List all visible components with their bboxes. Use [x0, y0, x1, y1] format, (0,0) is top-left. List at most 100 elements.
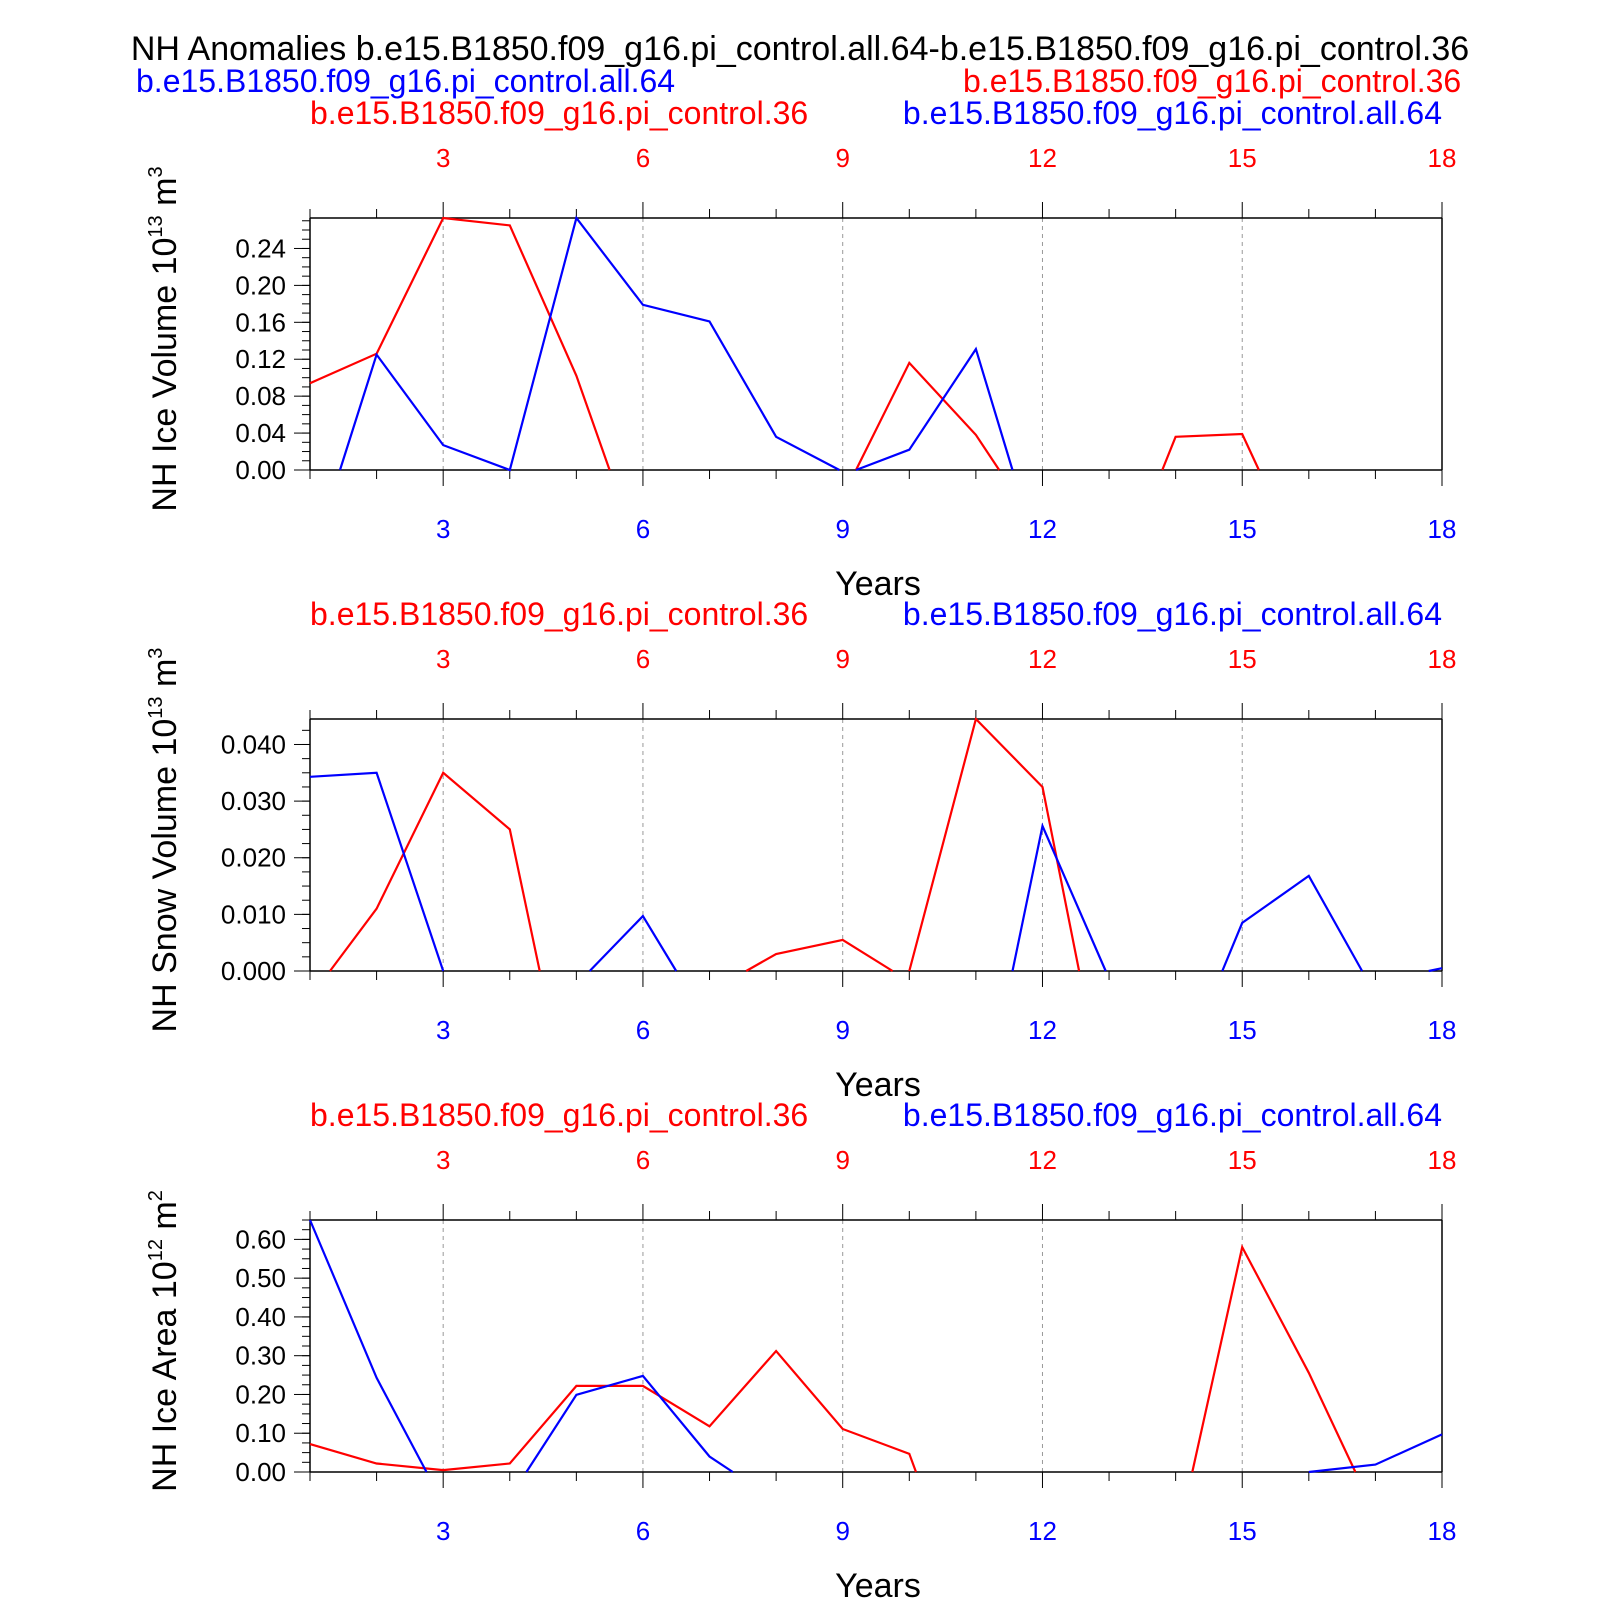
y-tick-label: 0.60 — [235, 1224, 286, 1254]
panel-title-right: b.e15.B1850.f09_g16.pi_control.all.64 — [903, 95, 1442, 131]
y-tick-label: 0.020 — [221, 843, 286, 873]
x-axis-label: Years — [835, 1066, 921, 1104]
y-tick-label: 0.20 — [235, 270, 286, 300]
y-axis-label-part: m — [146, 1201, 184, 1239]
y-axis-label-part: 13 — [145, 215, 167, 237]
y-tick-label: 0.24 — [235, 233, 286, 263]
series-line-case-36 — [855, 360, 1001, 471]
y-tick-label: 0.010 — [221, 899, 286, 929]
x-tick-label-top: 9 — [835, 644, 849, 674]
series-line-case-all-64 — [1308, 1433, 1443, 1474]
x-tick-label-bottom: 18 — [1428, 1516, 1457, 1546]
y-tick-label: 0.16 — [235, 307, 286, 337]
y-axis-label-part: m — [146, 178, 184, 216]
y-axis-label-part: m — [146, 659, 184, 697]
panel-3: 3 3 6 6 9 9 12 12 15 15 18 18 0.00 0.10 0.20 0.30 0.40 0.… — [145, 1097, 1456, 1600]
panel-title-left: b.e15.B1850.f09_g16.pi_control.36 — [310, 95, 808, 131]
series-line-case-36 — [329, 771, 541, 972]
x-tick-label-top: 12 — [1028, 644, 1057, 674]
x-tick-label-top: 15 — [1228, 1145, 1257, 1175]
series-line-case-36 — [1191, 1243, 1357, 1473]
x-tick-label-top: 6 — [636, 1145, 650, 1175]
y-tick-label: 0.12 — [235, 344, 286, 374]
x-tick-label-top: 12 — [1028, 1145, 1057, 1175]
x-tick-label-top: 6 — [636, 143, 650, 173]
x-tick-label-bottom: 9 — [835, 514, 849, 544]
series-line-case-all-64 — [525, 1374, 734, 1473]
header-left-label: b.e15.B1850.f09_g16.pi_control.all.64 — [136, 63, 675, 99]
x-tick-label-top: 18 — [1428, 143, 1457, 173]
y-axis-label-part: NH Ice Area 10 — [146, 1261, 184, 1492]
series-line-case-all-64 — [1428, 967, 1443, 973]
x-tick-label-top: 9 — [835, 1145, 849, 1175]
x-tick-label-bottom: 15 — [1228, 514, 1257, 544]
y-tick-label: 0.040 — [221, 729, 286, 759]
y-axis-label-part: NH Snow Volume 10 — [146, 719, 184, 1033]
y-tick-label: 0.00 — [235, 1457, 286, 1487]
x-tick-label-bottom: 6 — [636, 514, 650, 544]
x-axis-label: Years — [835, 1567, 921, 1600]
y-tick-label: 0.10 — [235, 1418, 286, 1448]
series-line-case-all-64 — [309, 771, 445, 972]
series-line-case-all-64 — [588, 914, 678, 972]
series-line-case-36 — [745, 938, 894, 972]
x-tick-label-bottom: 9 — [835, 1015, 849, 1045]
y-axis-label-part: 3 — [145, 166, 167, 177]
y-tick-label: 0.00 — [235, 455, 286, 485]
series-line-case-36 — [1161, 432, 1260, 471]
x-tick-label-top: 12 — [1028, 143, 1057, 173]
series-line-case-all-64 — [1221, 874, 1364, 972]
x-tick-label-top: 15 — [1228, 644, 1257, 674]
series-line-case-all-64 — [855, 346, 1014, 472]
panel-title-right: b.e15.B1850.f09_g16.pi_control.all.64 — [903, 1097, 1442, 1133]
y-axis-label: NH Snow Volume 1013 m3 — [145, 648, 184, 1033]
x-tick-label-bottom: 12 — [1028, 1015, 1057, 1045]
panel-2: 3 3 6 6 9 9 12 12 15 15 18 18 0.000 0.010 0.020 0.030 0.… — [145, 596, 1456, 1104]
y-axis-label-part: 12 — [145, 1239, 167, 1261]
x-tick-label-bottom: 18 — [1428, 1015, 1457, 1045]
x-tick-label-top: 3 — [436, 1145, 450, 1175]
panel-title-left: b.e15.B1850.f09_g16.pi_control.36 — [310, 596, 808, 632]
y-axis-label-part: 3 — [145, 648, 167, 659]
x-tick-label-top: 15 — [1228, 143, 1257, 173]
y-tick-label: 0.40 — [235, 1302, 286, 1332]
x-tick-label-bottom: 6 — [636, 1015, 650, 1045]
y-tick-label: 0.20 — [235, 1379, 286, 1409]
x-tick-label-top: 3 — [436, 143, 450, 173]
x-tick-label-bottom: 3 — [436, 1015, 450, 1045]
x-tick-label-bottom: 15 — [1228, 1015, 1257, 1045]
y-axis-label-part: 2 — [145, 1190, 167, 1201]
series-line-case-all-64 — [338, 215, 840, 472]
y-axis-label: NH Ice Area 1012 m2 — [145, 1190, 184, 1492]
y-tick-label: 0.08 — [235, 381, 286, 411]
x-tick-label-bottom: 15 — [1228, 1516, 1257, 1546]
series-line-case-all-64 — [308, 1219, 428, 1473]
x-tick-label-bottom: 12 — [1028, 514, 1057, 544]
series-line-case-all-64 — [1011, 822, 1107, 972]
panel-title-right: b.e15.B1850.f09_g16.pi_control.all.64 — [903, 596, 1442, 632]
x-tick-label-top: 18 — [1428, 644, 1457, 674]
main-title: NH Anomalies b.e15.B1850.f09_g16.pi_cont… — [131, 30, 1469, 68]
y-axis-label-part: 13 — [145, 696, 167, 718]
panel-1: 3 3 6 6 9 9 12 12 15 15 18 18 0.00 0.04 0.08 0.12 0.16 0.… — [145, 95, 1456, 603]
header-right-label: b.e15.B1850.f09_g16.pi_control.36 — [963, 63, 1461, 99]
x-axis-label: Years — [835, 565, 921, 603]
x-tick-label-bottom: 3 — [436, 1516, 450, 1546]
y-tick-label: 0.030 — [221, 786, 286, 816]
y-tick-label: 0.30 — [235, 1341, 286, 1371]
x-tick-label-bottom: 18 — [1428, 514, 1457, 544]
y-axis-label: NH Ice Volume 1013 m3 — [145, 166, 184, 511]
x-tick-label-bottom: 12 — [1028, 1516, 1057, 1546]
y-tick-label: 0.50 — [235, 1263, 286, 1293]
x-tick-label-top: 9 — [835, 143, 849, 173]
series-line-case-36 — [309, 1349, 918, 1473]
x-tick-label-bottom: 6 — [636, 1516, 650, 1546]
panel-title-left: b.e15.B1850.f09_g16.pi_control.36 — [310, 1097, 808, 1133]
y-tick-label: 0.04 — [235, 418, 286, 448]
y-axis-label-part: NH Ice Volume 10 — [146, 238, 184, 512]
x-tick-label-top: 6 — [636, 644, 650, 674]
y-tick-label: 0.000 — [221, 956, 286, 986]
x-tick-label-bottom: 3 — [436, 514, 450, 544]
x-tick-label-top: 3 — [436, 644, 450, 674]
